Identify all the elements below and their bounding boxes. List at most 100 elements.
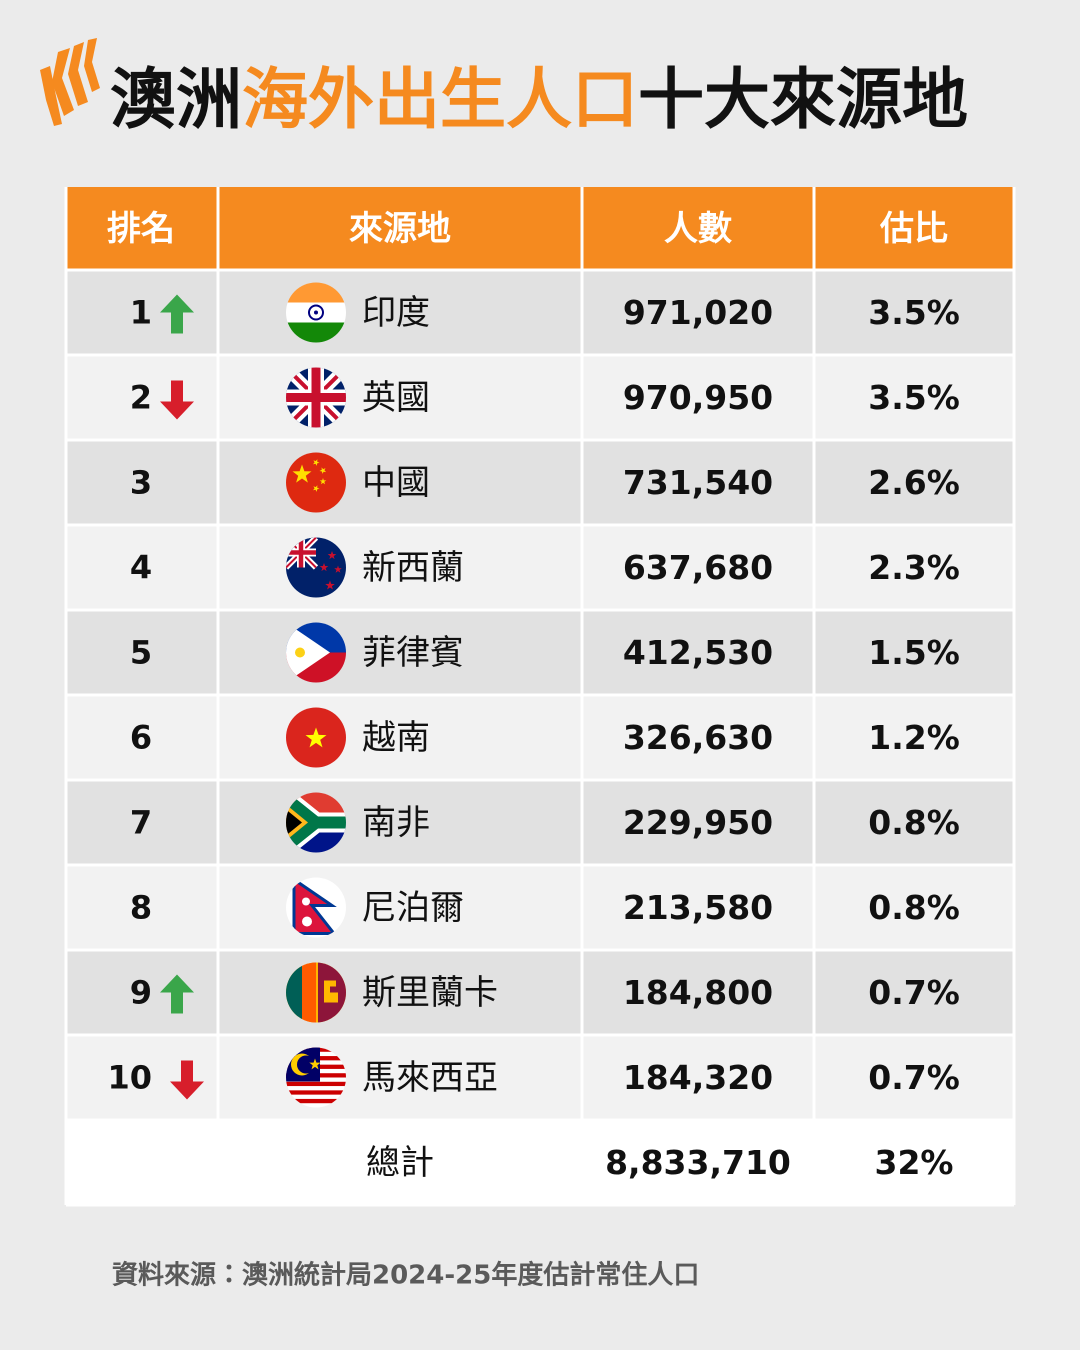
country: 斯里蘭卡 [362, 973, 498, 1013]
row-bg [66, 1035, 1014, 1120]
flag [286, 367, 346, 428]
flag-art [286, 537, 346, 598]
row-bg [66, 950, 1014, 1035]
rank: 4 [130, 549, 152, 587]
rank-up-arrow [160, 294, 194, 334]
flag-shape [305, 727, 327, 748]
flag-art [286, 282, 346, 343]
share: 2.3% [868, 548, 960, 587]
logo-stripe [84, 38, 100, 92]
flag [286, 452, 346, 513]
share: 1.2% [868, 718, 960, 757]
flag [286, 282, 346, 343]
flag-shape [286, 537, 316, 568]
flag-shape [319, 478, 327, 485]
population: 412,530 [623, 633, 773, 672]
population: 731,540 [623, 463, 773, 502]
flag-shape [314, 310, 318, 315]
row-bg [66, 865, 1014, 950]
title-part: 澳洲 [110, 61, 242, 138]
country: 印度 [362, 293, 430, 333]
row-bg [66, 780, 1014, 865]
flag-shape [286, 809, 302, 836]
table-row: 7 南非 229,950 0.8% [66, 780, 1014, 865]
table-row: 2 英國 970,950 3.5% [66, 355, 1014, 440]
share: 0.7% [868, 973, 960, 1012]
table-row: 5 菲律賓 412,530 1.5% [66, 610, 1014, 695]
country: 尼泊爾 [362, 888, 464, 928]
flag-shape [324, 980, 338, 1003]
population: 970,950 [623, 378, 773, 417]
logo [40, 38, 100, 126]
flag-shape [286, 1103, 346, 1108]
population: 971,020 [623, 293, 773, 332]
flag-shape [302, 962, 316, 1023]
flag-shape [319, 467, 327, 474]
flag-shape [302, 916, 312, 927]
flag-shape [325, 580, 335, 590]
country: 越南 [362, 718, 430, 758]
flag-art [286, 1047, 346, 1108]
column-header: 排名 [107, 209, 175, 249]
flag-art [286, 792, 346, 853]
row-bg [66, 525, 1014, 610]
flag [286, 1047, 346, 1108]
header-bg [66, 187, 1014, 270]
rank: 6 [130, 719, 152, 757]
table-row: 10 馬來西亞 184,320 0.7% [66, 1035, 1014, 1120]
flag-shape [286, 1098, 346, 1104]
flag [286, 792, 346, 853]
rank: 7 [130, 804, 152, 842]
flag-shape [308, 304, 324, 321]
share: 0.8% [868, 888, 960, 927]
rank: 1 [130, 294, 152, 332]
rank-down-arrow [160, 380, 194, 420]
flag-art [286, 367, 346, 428]
flag-shape [286, 367, 346, 428]
column-header: 估比 [879, 209, 948, 249]
total-label: 總計 [366, 1143, 434, 1183]
row-bg [66, 695, 1014, 780]
share: 3.5% [868, 293, 960, 332]
title-part: 十大來源地 [638, 61, 968, 138]
row-bg [66, 1120, 1014, 1205]
logo-stripe [40, 66, 62, 126]
population: 213,580 [623, 888, 773, 927]
title-part: 海外出生人口 [242, 61, 638, 138]
row-bg [66, 355, 1014, 440]
flag-shape [297, 1055, 315, 1074]
share: 1.5% [868, 633, 960, 672]
share: 2.6% [868, 463, 960, 502]
column-header: 來源地 [349, 209, 451, 249]
flag-shape [319, 563, 329, 572]
country: 新西蘭 [362, 548, 464, 588]
flag-shape [309, 1058, 321, 1070]
flag-art [286, 962, 346, 1023]
flag [286, 707, 346, 768]
share: 0.7% [868, 1058, 960, 1097]
flag-shape [286, 322, 346, 343]
source-note: 資料來源：澳洲統計局2024-25年度估計常住人口 [112, 1260, 699, 1291]
row-bg [66, 270, 1014, 355]
row-bg [66, 610, 1014, 695]
flag-shape [313, 485, 320, 492]
total-row: 總計 8,833,710 32% [66, 1120, 1014, 1205]
population: 184,320 [623, 1058, 773, 1097]
logo-stripe [68, 42, 88, 106]
rank: 2 [130, 379, 152, 417]
rank: 5 [130, 634, 152, 672]
flag [286, 622, 346, 683]
logo-stripe [52, 48, 74, 116]
flag [286, 877, 346, 938]
flag-shape [292, 464, 312, 483]
flag [286, 537, 346, 598]
flag-shape [334, 565, 342, 573]
share: 3.5% [868, 378, 960, 417]
country: 馬來西亞 [362, 1058, 498, 1098]
flag-art [286, 877, 346, 938]
flag [286, 962, 346, 1023]
flag-art [286, 707, 346, 768]
